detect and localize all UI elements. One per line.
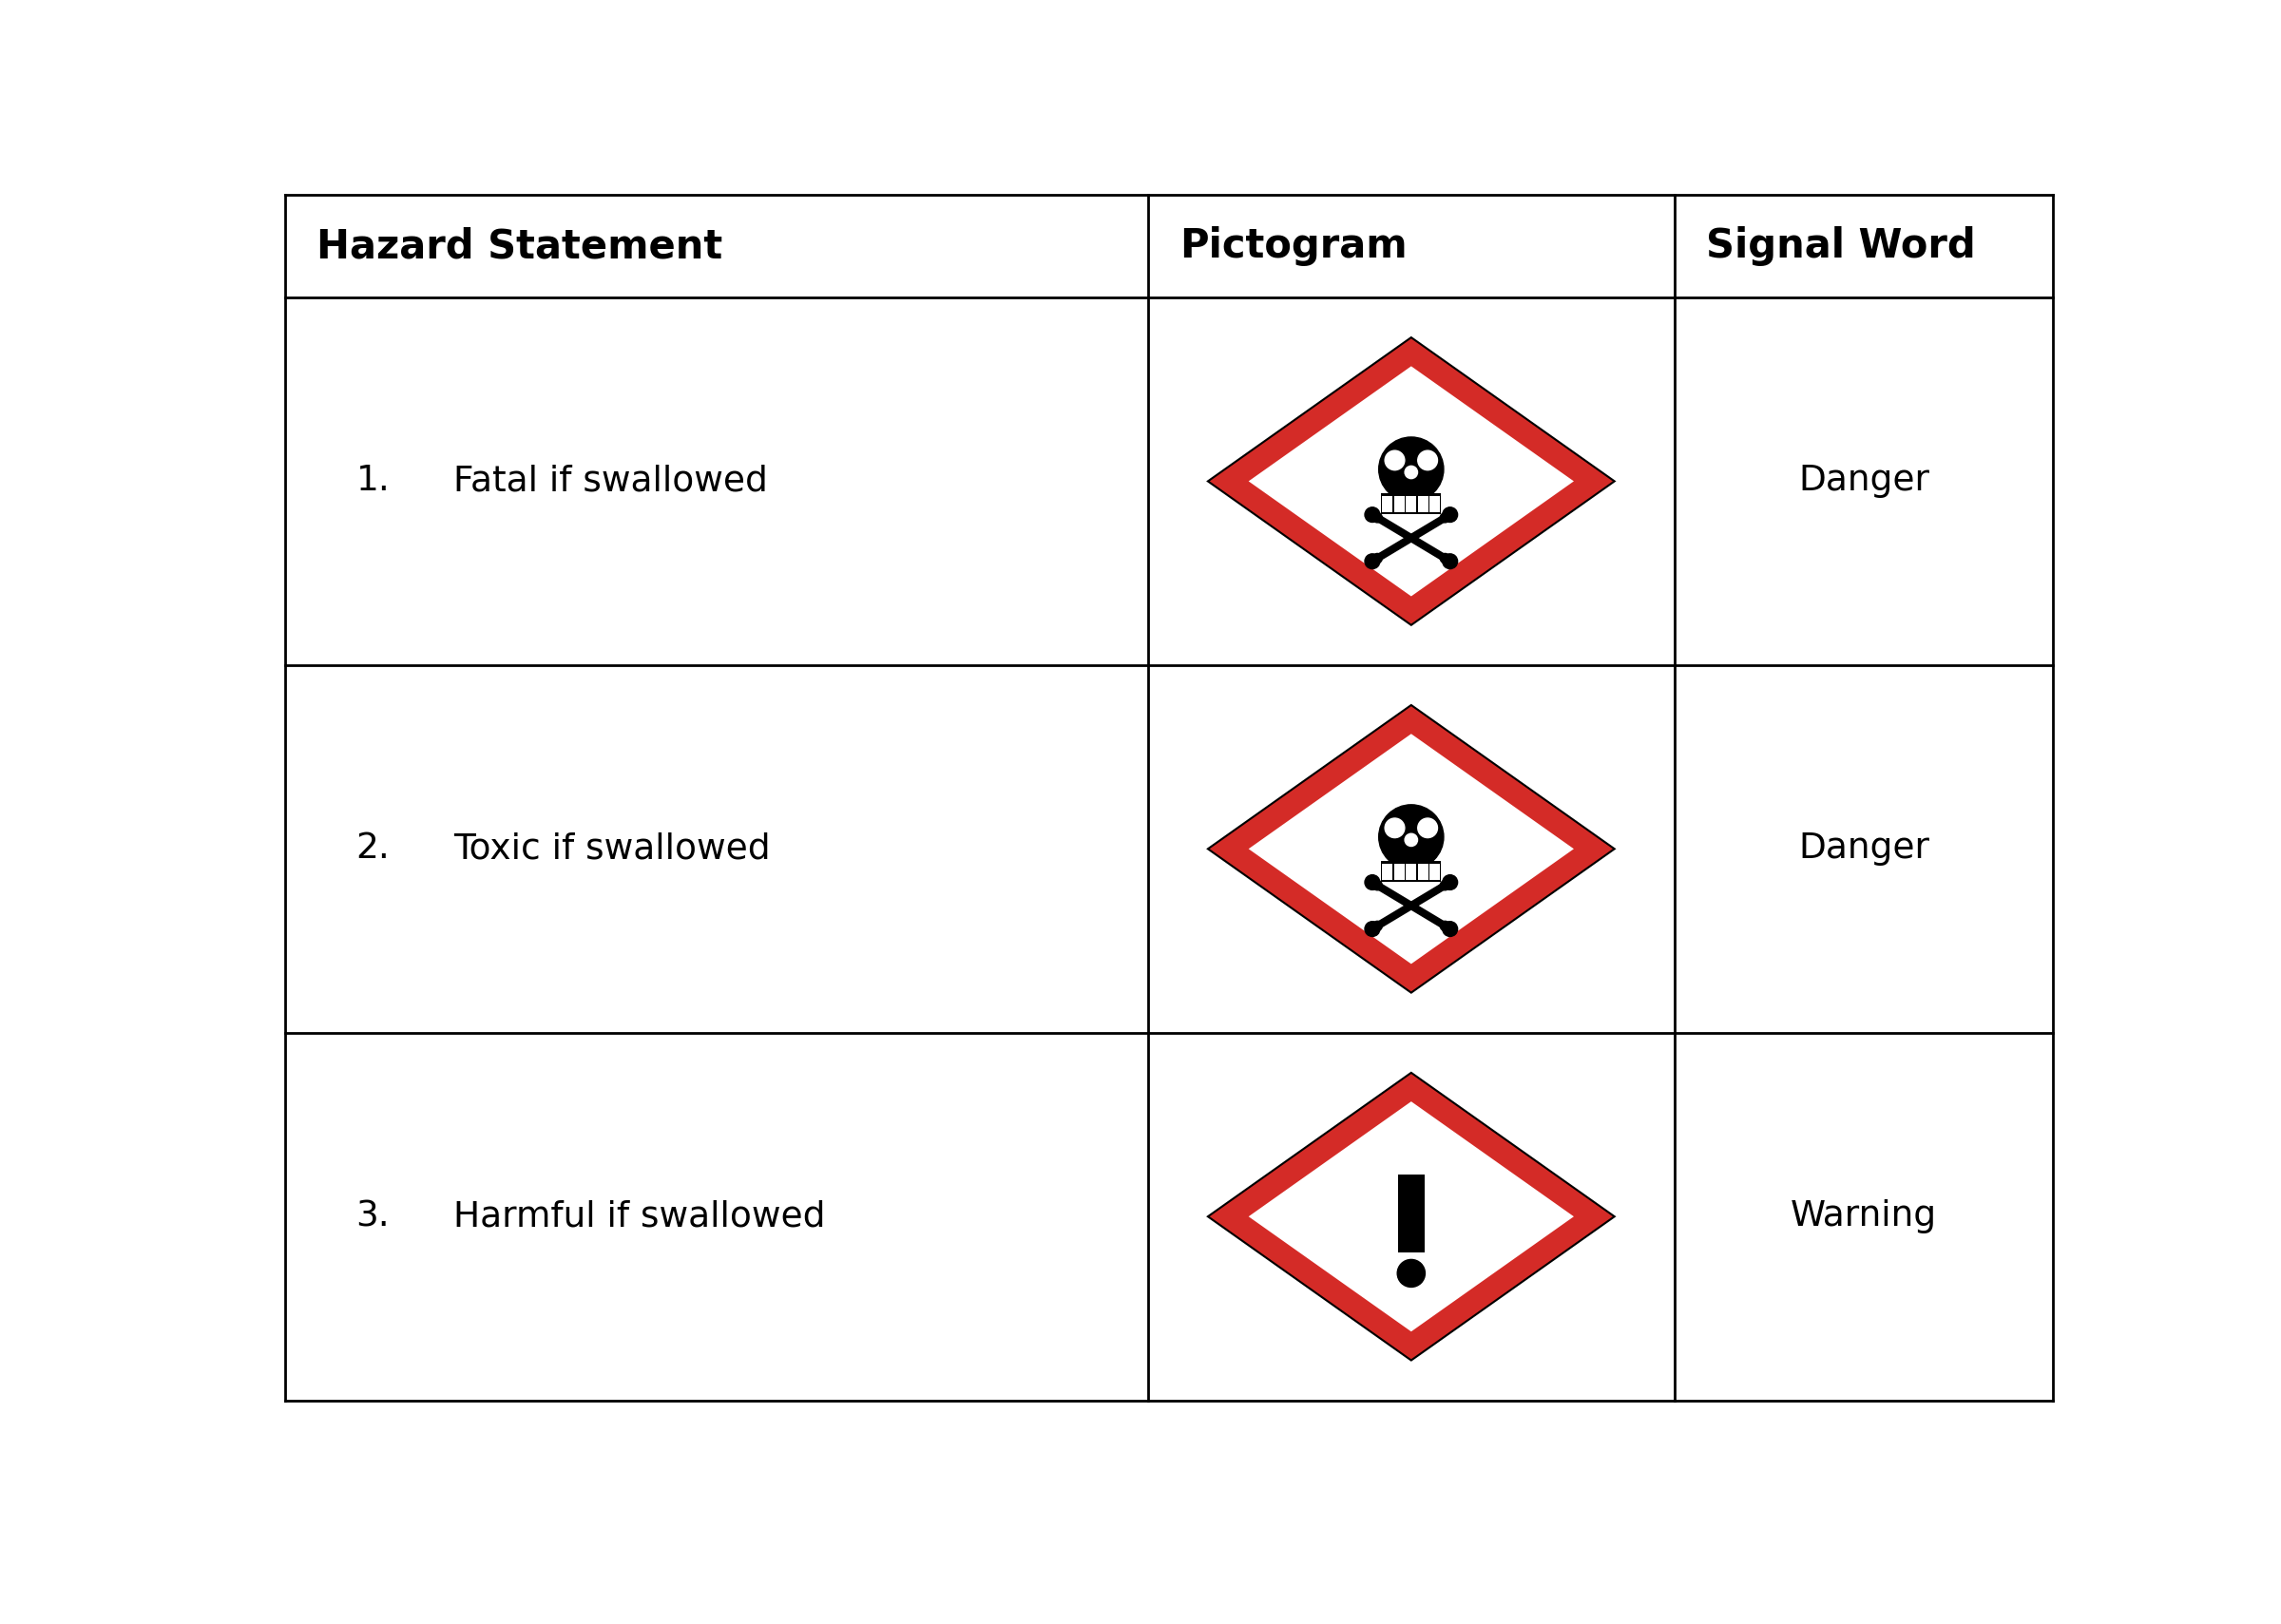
Polygon shape xyxy=(1430,497,1439,513)
Polygon shape xyxy=(1394,497,1405,513)
Polygon shape xyxy=(1371,879,1453,932)
Polygon shape xyxy=(1248,1101,1574,1332)
Polygon shape xyxy=(1405,864,1417,880)
Ellipse shape xyxy=(1378,806,1444,869)
Ellipse shape xyxy=(1442,554,1458,568)
Text: Signal Word: Signal Word xyxy=(1706,226,1975,266)
Ellipse shape xyxy=(1364,507,1380,523)
Polygon shape xyxy=(1419,864,1428,880)
Polygon shape xyxy=(1419,497,1428,513)
Text: Pictogram: Pictogram xyxy=(1179,226,1407,266)
Ellipse shape xyxy=(1373,513,1382,523)
Polygon shape xyxy=(1248,734,1574,965)
Ellipse shape xyxy=(1364,921,1380,937)
Ellipse shape xyxy=(1419,818,1437,838)
Polygon shape xyxy=(1209,338,1615,625)
Ellipse shape xyxy=(1385,450,1405,469)
Ellipse shape xyxy=(1405,833,1417,846)
Ellipse shape xyxy=(1442,921,1458,937)
Polygon shape xyxy=(1382,861,1442,882)
Polygon shape xyxy=(1371,512,1453,565)
Ellipse shape xyxy=(1419,450,1437,469)
Text: Hazard Statement: Hazard Statement xyxy=(317,226,723,266)
Ellipse shape xyxy=(1398,1260,1426,1288)
Ellipse shape xyxy=(1442,875,1458,890)
Ellipse shape xyxy=(1439,554,1451,564)
Polygon shape xyxy=(1382,864,1391,880)
Ellipse shape xyxy=(1364,875,1380,890)
Text: 3.: 3. xyxy=(356,1200,390,1234)
Ellipse shape xyxy=(1373,880,1382,890)
Ellipse shape xyxy=(1364,554,1380,568)
Polygon shape xyxy=(1405,497,1417,513)
Polygon shape xyxy=(1371,879,1453,932)
Polygon shape xyxy=(1382,494,1442,515)
Text: 1.: 1. xyxy=(356,464,390,499)
Polygon shape xyxy=(1382,497,1391,513)
Polygon shape xyxy=(1398,1174,1426,1252)
Text: Danger: Danger xyxy=(1797,464,1930,499)
Polygon shape xyxy=(1371,512,1453,565)
Text: Toxic if swallowed: Toxic if swallowed xyxy=(454,831,771,866)
Ellipse shape xyxy=(1373,921,1382,931)
Text: Danger: Danger xyxy=(1797,831,1930,866)
Polygon shape xyxy=(1248,365,1574,596)
Ellipse shape xyxy=(1439,513,1451,523)
Polygon shape xyxy=(1209,1073,1615,1361)
Text: Fatal if swallowed: Fatal if swallowed xyxy=(454,464,766,499)
Ellipse shape xyxy=(1385,818,1405,838)
Polygon shape xyxy=(1209,705,1615,992)
Text: Harmful if swallowed: Harmful if swallowed xyxy=(454,1200,826,1234)
Text: Warning: Warning xyxy=(1791,1200,1937,1234)
Ellipse shape xyxy=(1439,880,1451,890)
Text: 2.: 2. xyxy=(356,831,390,866)
Ellipse shape xyxy=(1373,554,1382,564)
Ellipse shape xyxy=(1439,921,1451,931)
Polygon shape xyxy=(1430,864,1439,880)
Polygon shape xyxy=(1394,864,1405,880)
Ellipse shape xyxy=(1405,466,1417,479)
Ellipse shape xyxy=(1378,437,1444,502)
Ellipse shape xyxy=(1442,507,1458,523)
